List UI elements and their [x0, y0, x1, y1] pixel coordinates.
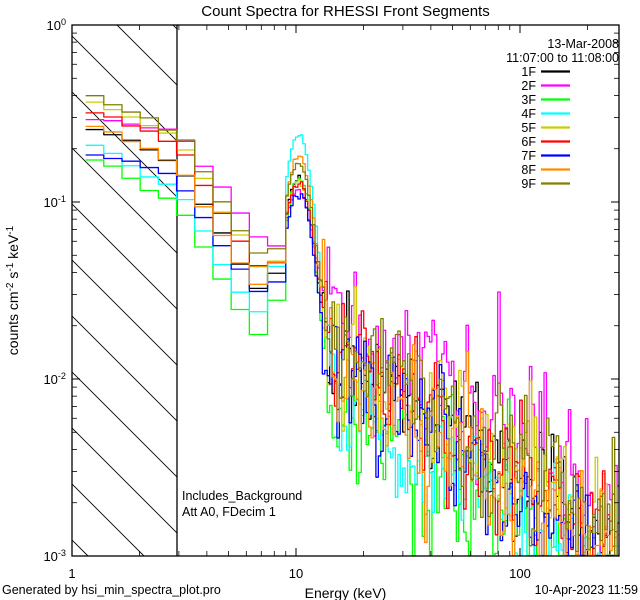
svg-text:10-Apr-2023 11:59: 10-Apr-2023 11:59: [535, 583, 638, 597]
svg-text:6F: 6F: [521, 135, 536, 149]
svg-text:Att A0, FDecim 1: Att A0, FDecim 1: [182, 505, 276, 519]
svg-text:9F: 9F: [521, 177, 536, 191]
svg-text:Includes_Background: Includes_Background: [182, 489, 302, 503]
svg-text:2F: 2F: [521, 79, 536, 93]
svg-text:7F: 7F: [521, 149, 536, 163]
svg-text:10: 10: [289, 566, 303, 581]
svg-text:13-Mar-2008: 13-Mar-2008: [547, 37, 619, 51]
svg-text:3F: 3F: [521, 93, 536, 107]
svg-text:4F: 4F: [521, 107, 536, 121]
svg-text:5F: 5F: [521, 121, 536, 135]
svg-text:8F: 8F: [521, 163, 536, 177]
svg-text:Generated by hsi_min_spectra_p: Generated by hsi_min_spectra_plot.pro: [2, 583, 221, 597]
svg-text:1F: 1F: [521, 65, 536, 79]
svg-text:100: 100: [509, 566, 531, 581]
svg-text:11:07:00 to 11:08:00: 11:07:00 to 11:08:00: [506, 51, 619, 65]
svg-text:Energy (keV): Energy (keV): [305, 585, 387, 600]
svg-text:Count Spectra for RHESSI Front: Count Spectra for RHESSI Front Segments: [201, 3, 489, 20]
svg-text:1: 1: [68, 566, 75, 581]
